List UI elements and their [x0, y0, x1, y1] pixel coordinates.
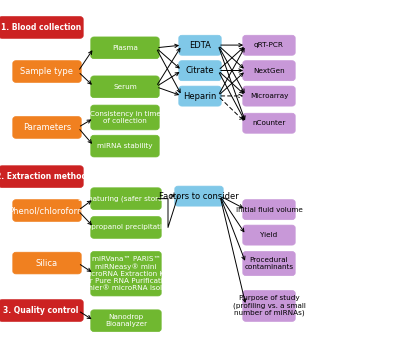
FancyBboxPatch shape — [13, 117, 81, 138]
FancyBboxPatch shape — [243, 252, 295, 276]
FancyBboxPatch shape — [91, 76, 159, 98]
FancyBboxPatch shape — [179, 35, 221, 55]
FancyBboxPatch shape — [243, 61, 295, 81]
FancyBboxPatch shape — [243, 225, 295, 245]
Text: Nanodrop
Bioanalyzer: Nanodrop Bioanalyzer — [105, 314, 147, 327]
FancyBboxPatch shape — [243, 291, 295, 321]
Text: Serum: Serum — [113, 84, 137, 90]
Text: 1. Blood collection: 1. Blood collection — [1, 23, 81, 32]
Text: 3. Quality control: 3. Quality control — [3, 306, 79, 315]
Text: Phenol/chloroform: Phenol/chloroform — [8, 206, 86, 215]
Text: Denaturing (safer storage): Denaturing (safer storage) — [78, 195, 174, 202]
FancyBboxPatch shape — [91, 37, 159, 59]
Text: qRT-PCR: qRT-PCR — [254, 42, 284, 48]
Text: Isopropanol precipitation: Isopropanol precipitation — [81, 224, 171, 231]
FancyBboxPatch shape — [175, 186, 223, 206]
FancyBboxPatch shape — [179, 86, 221, 106]
Text: Factors to consider: Factors to consider — [159, 192, 239, 201]
Text: Consistency in time
of collection: Consistency in time of collection — [90, 111, 160, 124]
Text: Citrate: Citrate — [186, 66, 214, 75]
Text: Parameters: Parameters — [23, 123, 71, 132]
FancyBboxPatch shape — [13, 252, 81, 274]
FancyBboxPatch shape — [91, 252, 161, 296]
Text: Purpose of study
(profiling vs. a small
number of miRNAs): Purpose of study (profiling vs. a small … — [232, 296, 306, 316]
FancyBboxPatch shape — [91, 105, 159, 130]
Text: Plasma: Plasma — [112, 45, 138, 51]
FancyBboxPatch shape — [13, 61, 81, 82]
FancyBboxPatch shape — [0, 300, 83, 321]
FancyBboxPatch shape — [179, 61, 221, 81]
Text: Sample type: Sample type — [20, 67, 74, 76]
FancyBboxPatch shape — [243, 200, 295, 220]
Text: EDTA: EDTA — [189, 41, 211, 50]
Text: 2. Extraction method: 2. Extraction method — [0, 172, 86, 181]
FancyBboxPatch shape — [91, 217, 161, 238]
FancyBboxPatch shape — [91, 188, 161, 210]
FancyBboxPatch shape — [0, 166, 83, 187]
FancyBboxPatch shape — [243, 113, 295, 133]
FancyBboxPatch shape — [243, 35, 295, 55]
Text: Yield: Yield — [260, 232, 278, 238]
Text: miRVana™ PARIS™
miRNeasy® mini
MicroRNA Extraction Kit
Master Pure RNA Purificat: miRVana™ PARIS™ miRNeasy® mini MicroRNA … — [60, 256, 192, 291]
Text: Initial fluid volume: Initial fluid volume — [236, 207, 302, 213]
FancyBboxPatch shape — [0, 17, 83, 38]
FancyBboxPatch shape — [91, 135, 159, 157]
FancyBboxPatch shape — [91, 310, 161, 332]
FancyBboxPatch shape — [13, 200, 81, 221]
FancyBboxPatch shape — [243, 86, 295, 106]
Text: Heparin: Heparin — [183, 92, 217, 101]
Text: NextGen: NextGen — [253, 68, 285, 74]
Text: Silica: Silica — [36, 259, 58, 267]
Text: Microarray: Microarray — [250, 93, 288, 99]
Text: miRNA stability: miRNA stability — [97, 143, 153, 149]
Text: Procedural
contaminants: Procedural contaminants — [244, 257, 294, 270]
Text: nCounter: nCounter — [252, 120, 286, 126]
